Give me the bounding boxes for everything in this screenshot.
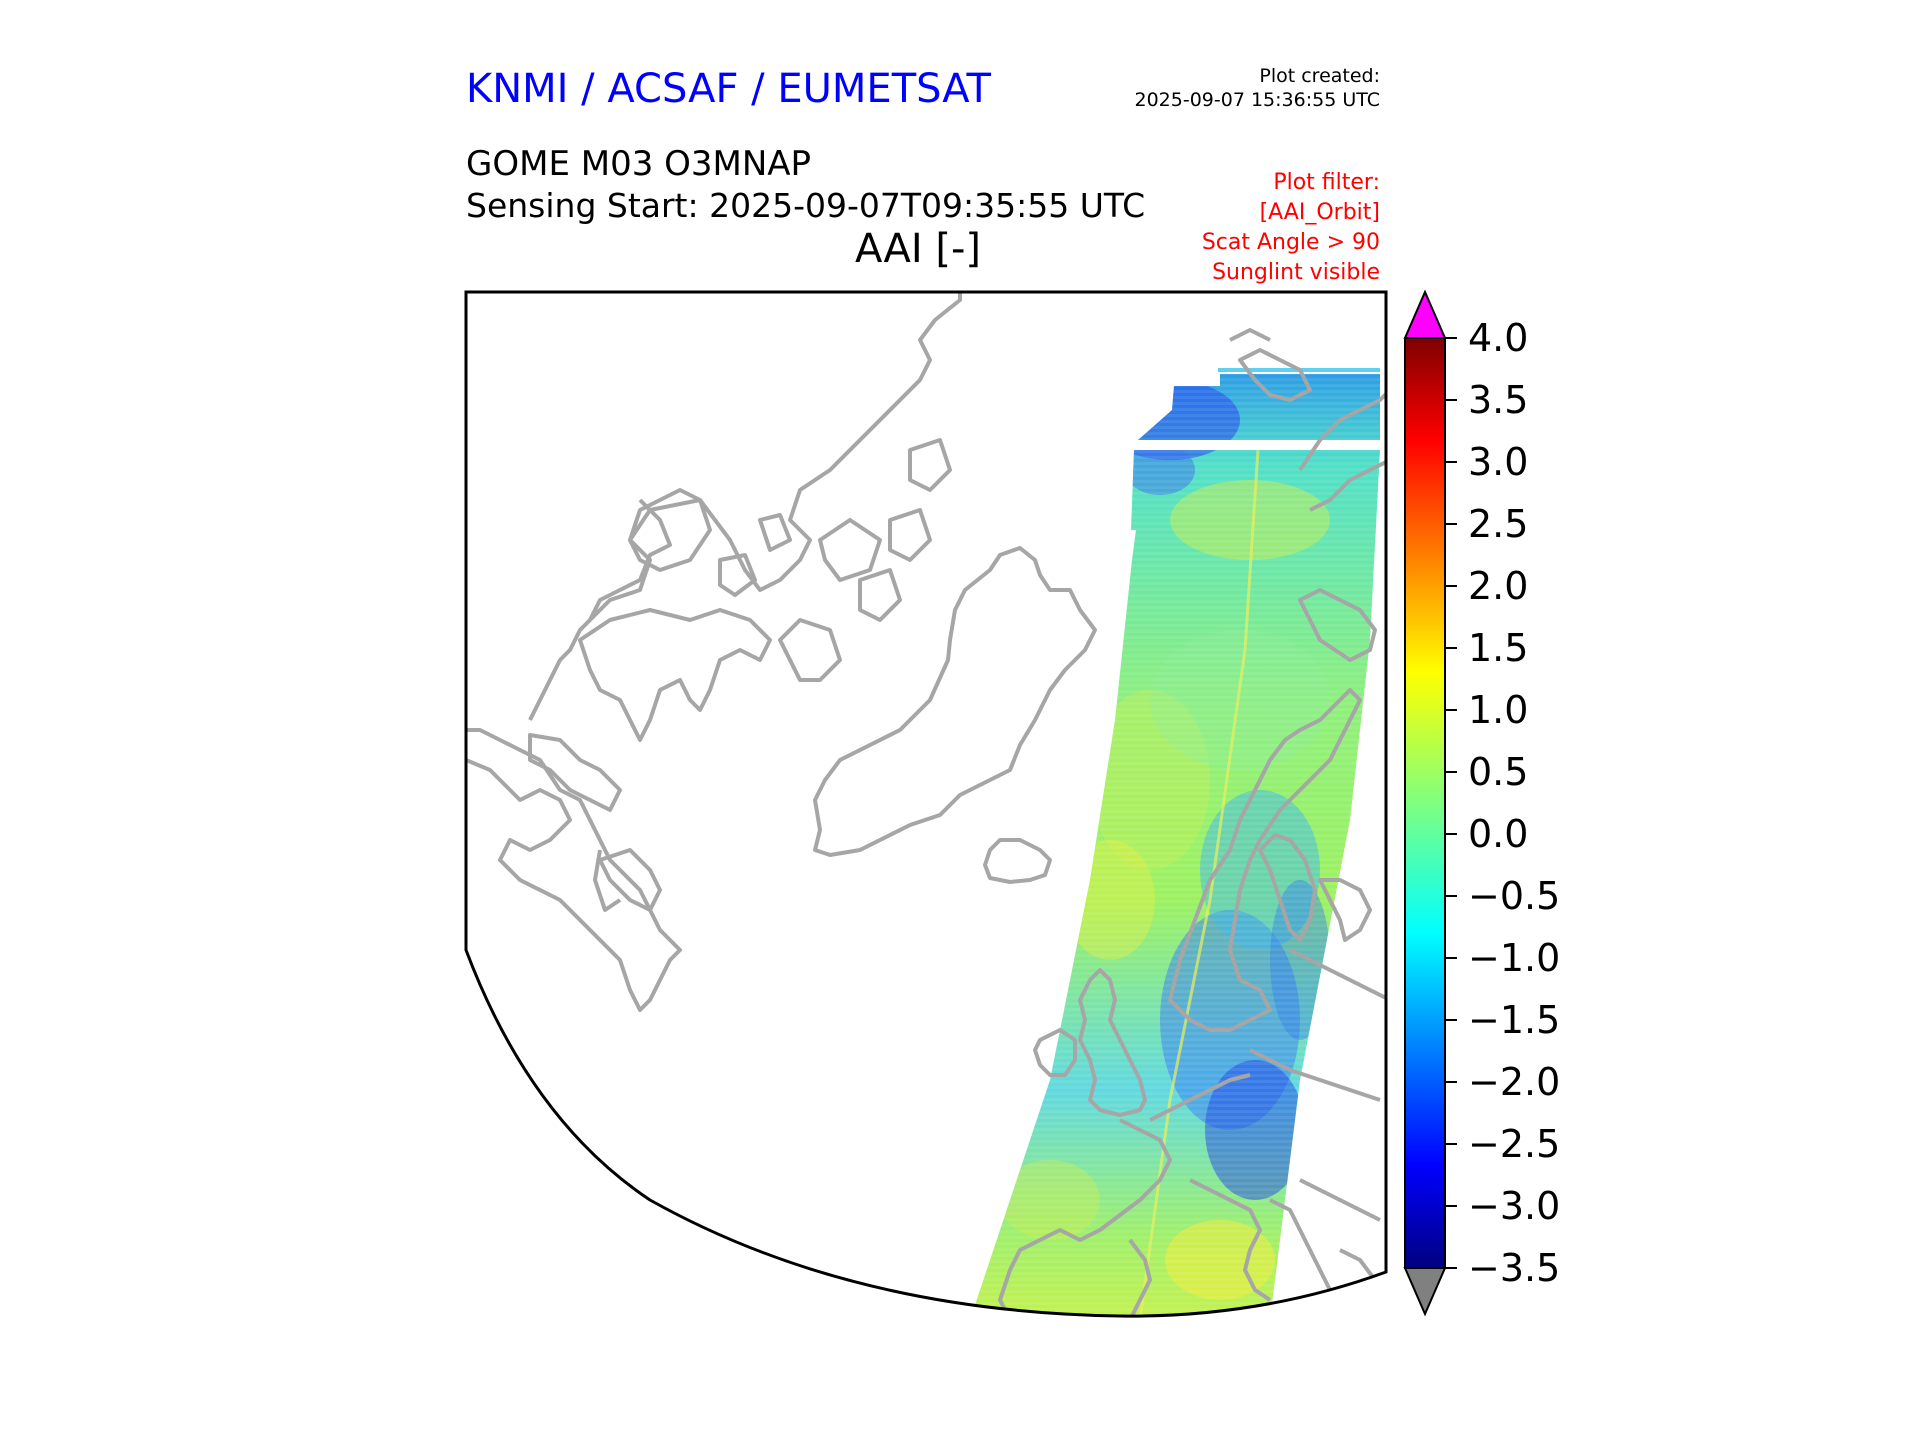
plot-created-label: Plot created: bbox=[1259, 65, 1380, 87]
map-frame bbox=[464, 290, 1388, 1318]
colorbar-tick-label: 3.0 bbox=[1468, 440, 1529, 484]
colorbar-scale bbox=[1405, 338, 1445, 1268]
colorbar-tick-label: −1.0 bbox=[1468, 936, 1561, 980]
colorbar-tick-label: 1.5 bbox=[1468, 626, 1529, 670]
sensing-start-label: Sensing Start: 2025-09-07T09:35:55 UTC bbox=[466, 186, 1146, 225]
colorbar-tick-label: 0.0 bbox=[1468, 812, 1529, 856]
colorbar-tick-label: −2.5 bbox=[1468, 1122, 1561, 1166]
plot-created-stamp: Plot created: 2025-09-07 15:36:55 UTC bbox=[1135, 64, 1381, 112]
plot-filter-item: Scat Angle > 90 bbox=[1201, 230, 1380, 255]
colorbar-tick-label: 2.5 bbox=[1468, 502, 1529, 546]
colorbar-tick-label: −1.5 bbox=[1468, 998, 1561, 1042]
plot-created-time: 2025-09-07 15:36:55 UTC bbox=[1134, 89, 1381, 111]
plot-filter-label: Plot filter: bbox=[1273, 170, 1380, 195]
plot-filter-item: [AAI_Orbit] bbox=[1259, 200, 1380, 225]
colorbar-under-triangle bbox=[1403, 1267, 1447, 1317]
organization-credit: KNMI / ACSAF / EUMETSAT bbox=[466, 66, 991, 112]
colorbar-over-triangle bbox=[1403, 289, 1447, 339]
colorbar-tick-label: −2.0 bbox=[1468, 1060, 1561, 1104]
colorbar-tick-label: 4.0 bbox=[1468, 316, 1529, 360]
plot-filter: Plot filter: [AAI_Orbit] Scat Angle > 90… bbox=[1202, 168, 1380, 288]
colorbar bbox=[1403, 289, 1457, 1317]
colorbar-tick-label: 2.0 bbox=[1468, 564, 1529, 608]
colorbar-tick-label: 1.0 bbox=[1468, 688, 1529, 732]
aai-swath bbox=[970, 368, 1380, 1317]
coastlines bbox=[466, 292, 1386, 1317]
product-title: GOME M03 O3MNAP bbox=[466, 144, 812, 184]
colorbar-tick-label: −3.0 bbox=[1468, 1184, 1561, 1228]
plot-filter-item: Sunglint visible bbox=[1212, 260, 1380, 285]
colorbar-tick-label: −3.5 bbox=[1468, 1246, 1561, 1290]
variable-title: AAI [-] bbox=[855, 226, 981, 272]
colorbar-tick-label: 0.5 bbox=[1468, 750, 1529, 794]
colorbar-outline bbox=[1404, 337, 1446, 1269]
colorbar-tick-label: 3.5 bbox=[1468, 378, 1529, 422]
colorbar-tick-label: −0.5 bbox=[1468, 874, 1561, 918]
